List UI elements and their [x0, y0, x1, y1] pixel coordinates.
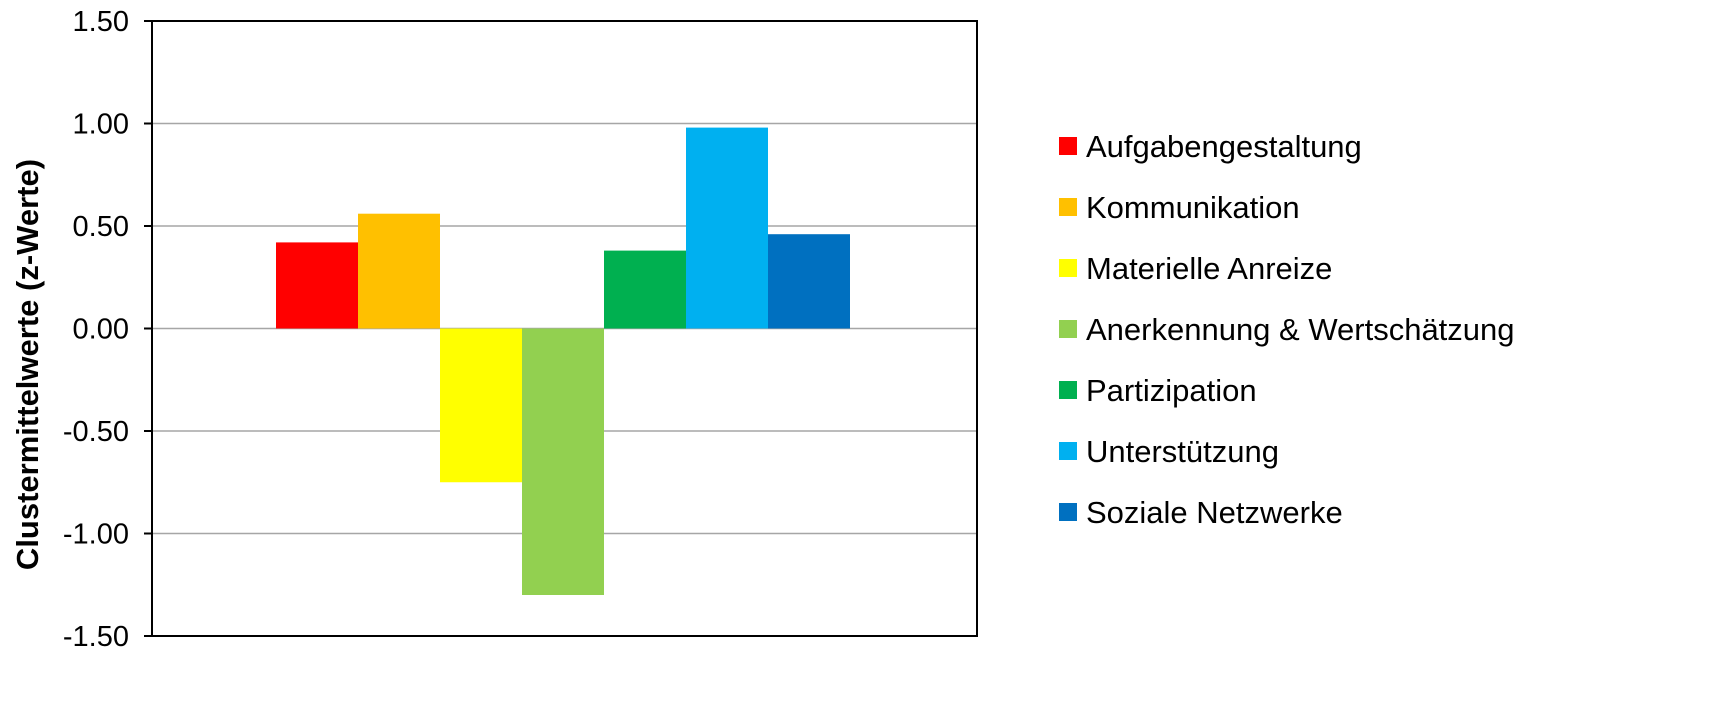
bars — [276, 127, 850, 595]
y-tick-label: 0.50 — [73, 211, 129, 243]
y-tick-label: -1.50 — [63, 621, 129, 653]
bar-kommunikation — [358, 213, 440, 329]
legend-label: Materielle Anreize — [1086, 251, 1332, 286]
bar-soziale-netzwerke — [768, 234, 850, 329]
y-axis-label: Clustermittelwerte (z-Werte) — [10, 159, 45, 570]
legend-swatch — [1059, 198, 1077, 216]
legend-item: Kommunikation — [1059, 190, 1300, 225]
legend: Aufgabengestaltung Kommunikation Materiell… — [1059, 129, 1515, 530]
bar-anerkennung-wertschätzung — [522, 328, 604, 595]
legend-label: Unterstützung — [1086, 434, 1279, 469]
y-tick-label: 1.50 — [73, 6, 129, 38]
legend-swatch — [1059, 503, 1077, 521]
bar-unterstützung — [686, 127, 768, 329]
legend-swatch — [1059, 137, 1077, 155]
legend-item: Unterstützung — [1059, 434, 1279, 469]
legend-swatch — [1059, 381, 1077, 399]
legend-item: Partizipation — [1059, 373, 1257, 408]
legend-item: Materielle Anreize — [1059, 251, 1332, 286]
y-tick-label: -0.50 — [63, 416, 129, 448]
legend-item: Aufgabengestaltung — [1059, 129, 1362, 164]
y-tick-label: 0.00 — [73, 314, 129, 346]
legend-label: Anerkennung & Wertschätzung — [1086, 312, 1515, 347]
legend-label: Aufgabengestaltung — [1086, 129, 1362, 164]
y-tick-label: 1.00 — [73, 109, 129, 141]
bar-materielle-anreize — [440, 328, 522, 483]
legend-swatch — [1059, 320, 1077, 338]
y-tick-label: -1.00 — [63, 519, 129, 551]
legend-swatch — [1059, 259, 1077, 277]
y-axis-ticks: 1.50 1.00 0.50 0.00 -0.50 -1.00 -1.50 — [63, 6, 152, 653]
legend-label: Partizipation — [1086, 373, 1257, 408]
legend-item: Anerkennung & Wertschätzung — [1059, 312, 1515, 347]
bar-aufgabengestaltung — [276, 242, 358, 329]
bar-partizipation — [604, 250, 686, 329]
legend-swatch — [1059, 442, 1077, 460]
legend-label: Soziale Netzwerke — [1086, 495, 1343, 530]
legend-label: Kommunikation — [1086, 190, 1300, 225]
legend-item: Soziale Netzwerke — [1059, 495, 1343, 530]
